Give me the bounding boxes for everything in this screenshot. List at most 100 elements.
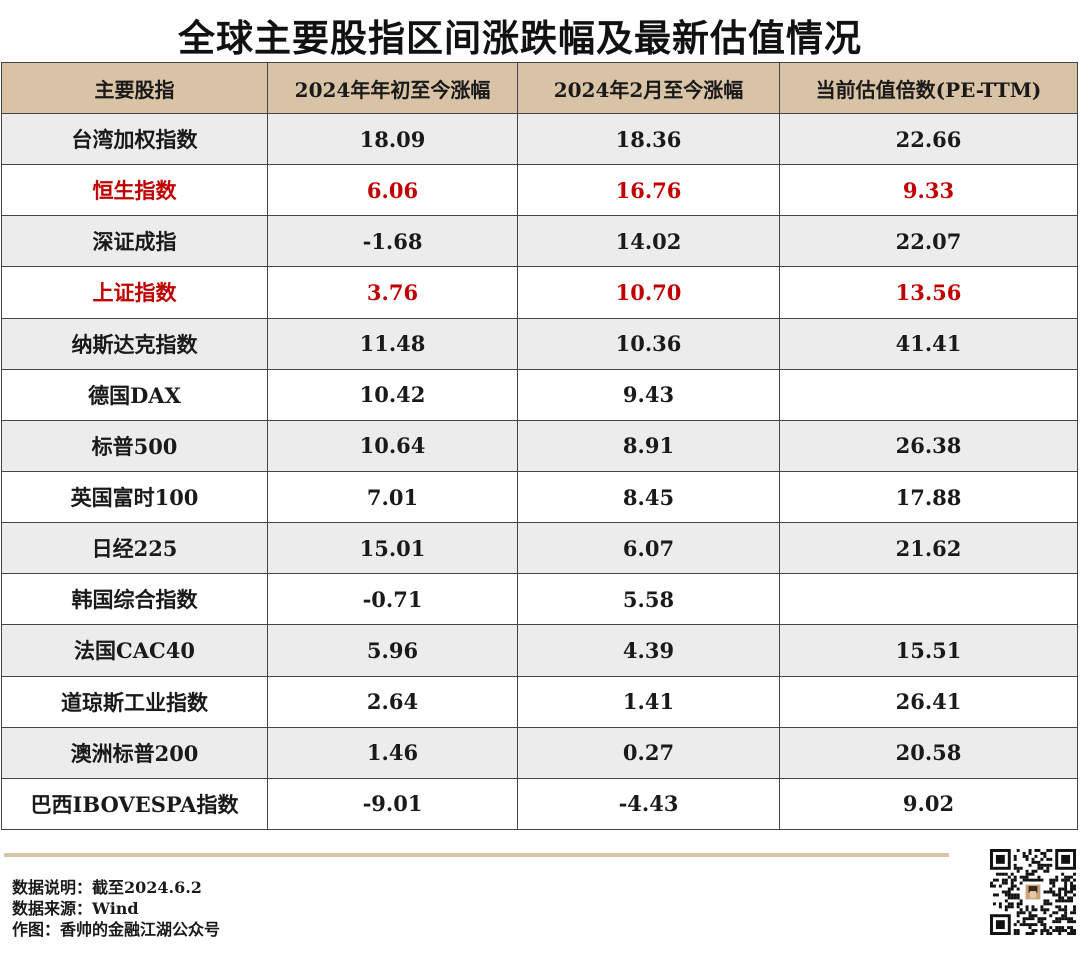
qr-module bbox=[1058, 920, 1062, 924]
qr-module bbox=[1040, 932, 1044, 935]
feb-change-cell: 9.43 bbox=[517, 368, 780, 421]
qr-module bbox=[1067, 920, 1071, 924]
header-pe-ttm: 当前估值倍数(PE-TTM) bbox=[779, 62, 1078, 114]
qr-module bbox=[1067, 899, 1071, 903]
table-row: 上证指数 3.76 10.70 13.56 bbox=[1, 266, 1078, 319]
qr-module bbox=[1064, 917, 1068, 921]
qr-module bbox=[1034, 914, 1038, 918]
qr-module bbox=[1055, 899, 1059, 903]
qr-module bbox=[1064, 881, 1068, 885]
qr-module bbox=[1046, 932, 1050, 935]
qr-module bbox=[1040, 917, 1044, 921]
qr-module bbox=[1064, 899, 1068, 903]
qr-module bbox=[1028, 851, 1032, 855]
qr-module bbox=[1073, 887, 1076, 891]
qr-module bbox=[1070, 932, 1074, 935]
qr-module bbox=[1061, 887, 1065, 891]
table-row: 韩国综合指数 -0.71 5.58 bbox=[1, 573, 1078, 626]
qr-module bbox=[1052, 920, 1056, 924]
qr-module bbox=[1007, 890, 1011, 894]
feb-change-cell: 8.91 bbox=[517, 419, 780, 472]
qr-module bbox=[1019, 899, 1023, 903]
qr-module bbox=[1037, 878, 1041, 882]
pe-ttm-cell: 9.33 bbox=[779, 164, 1078, 217]
qr-module bbox=[1010, 905, 1014, 909]
qr-module bbox=[1031, 908, 1035, 912]
qr-module bbox=[1025, 923, 1029, 927]
qr-module bbox=[995, 854, 1005, 864]
qr-module bbox=[1043, 899, 1047, 903]
index-name-cell: 纳斯达克指数 bbox=[1, 317, 268, 370]
qr-module bbox=[1010, 893, 1014, 897]
qr-module bbox=[1004, 890, 1008, 894]
feb-change-cell: 18.36 bbox=[517, 112, 780, 166]
qr-module bbox=[1073, 929, 1076, 933]
qr-module bbox=[1067, 875, 1071, 879]
qr-module bbox=[1016, 932, 1020, 935]
qr-module bbox=[1013, 923, 1017, 927]
qr-module bbox=[1025, 857, 1029, 861]
qr-module bbox=[1004, 908, 1008, 912]
qr-module bbox=[1064, 911, 1068, 915]
qr-module bbox=[1025, 878, 1029, 882]
qr-module bbox=[1046, 929, 1050, 933]
qr-module bbox=[1049, 902, 1053, 906]
qr-module bbox=[1055, 920, 1059, 924]
table-row: 澳洲标普200 1.46 0.27 20.58 bbox=[1, 726, 1078, 779]
ytd-change-cell: 11.48 bbox=[267, 317, 518, 370]
qr-module bbox=[1019, 881, 1023, 885]
qr-module bbox=[998, 872, 1002, 876]
qr-module bbox=[1025, 932, 1029, 935]
qr-module bbox=[1031, 923, 1035, 927]
ytd-change-cell: 10.64 bbox=[267, 419, 518, 472]
qr-module bbox=[1049, 926, 1053, 930]
feb-change-cell: 10.36 bbox=[517, 317, 780, 370]
pe-ttm-cell: 26.38 bbox=[779, 419, 1078, 472]
qr-module bbox=[1064, 905, 1068, 909]
index-name-cell: 韩国综合指数 bbox=[1, 573, 268, 626]
qr-module bbox=[1016, 887, 1020, 891]
qr-module bbox=[1004, 872, 1008, 876]
qr-module bbox=[1001, 872, 1005, 876]
qr-module bbox=[1061, 917, 1065, 921]
qr-module bbox=[1025, 905, 1029, 909]
qr-module bbox=[1031, 869, 1035, 873]
table-row: 英国富时100 7.01 8.45 17.88 bbox=[1, 470, 1078, 524]
qr-module bbox=[1019, 923, 1023, 927]
qr-module bbox=[1067, 932, 1071, 935]
qr-module bbox=[1040, 866, 1044, 870]
qr-module bbox=[1001, 881, 1005, 885]
qr-module bbox=[1037, 863, 1041, 867]
qr-module bbox=[1028, 911, 1032, 915]
qr-module bbox=[1025, 869, 1029, 873]
qr-module bbox=[1043, 908, 1047, 912]
qr-module bbox=[1013, 878, 1017, 882]
qr-module bbox=[1007, 905, 1011, 909]
qr-module bbox=[1043, 926, 1047, 930]
qr-module bbox=[1055, 929, 1059, 933]
qr-module bbox=[1046, 890, 1050, 894]
qr-module bbox=[1052, 884, 1056, 888]
qr-module bbox=[1070, 917, 1074, 921]
chart-author: 作图：香帅的金融江湖公众号 bbox=[12, 920, 221, 939]
qr-module bbox=[1034, 854, 1038, 858]
qr-module bbox=[1043, 851, 1047, 855]
qr-module bbox=[1040, 857, 1044, 861]
pe-ttm-cell: 22.07 bbox=[779, 215, 1078, 268]
table-row: 纳斯达克指数 11.48 10.36 41.41 bbox=[1, 317, 1078, 370]
feb-change-cell: 0.27 bbox=[517, 726, 780, 779]
qr-module bbox=[1034, 929, 1038, 933]
qr-module bbox=[1013, 929, 1017, 933]
index-name-cell: 标普500 bbox=[1, 419, 268, 472]
qr-module bbox=[1037, 866, 1041, 870]
pe-ttm-cell: 21.62 bbox=[779, 522, 1078, 575]
qr-module bbox=[1073, 872, 1076, 876]
feb-change-cell: 14.02 bbox=[517, 215, 780, 268]
qr-module bbox=[1025, 908, 1029, 912]
qr-module bbox=[1064, 914, 1068, 918]
qr-module bbox=[1007, 896, 1011, 900]
index-name-cell: 澳洲标普200 bbox=[1, 726, 268, 779]
qr-module bbox=[1016, 920, 1020, 924]
ytd-change-cell: -9.01 bbox=[267, 777, 518, 831]
qr-module bbox=[1034, 860, 1038, 864]
